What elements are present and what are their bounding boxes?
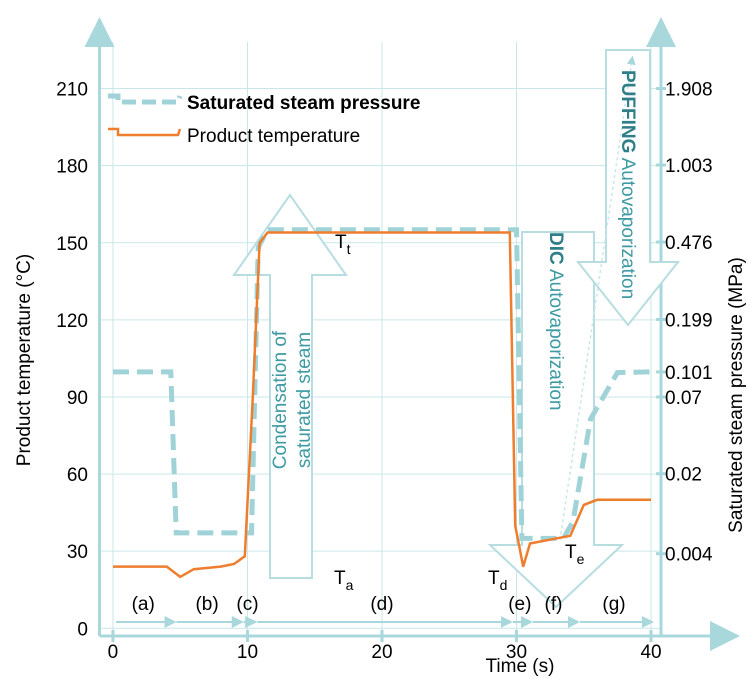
pointer	[559, 55, 636, 541]
condensation-text: Condensation of saturated steam	[270, 330, 315, 469]
series-line	[113, 227, 652, 541]
legend-label: Product temperature	[187, 126, 360, 147]
x-tick-label: 20	[371, 642, 392, 663]
temperature-subscript: t	[347, 241, 351, 257]
legend-label: Saturated steam pressure	[187, 93, 420, 114]
puffing-text: PUFFING Autovaporization	[617, 70, 638, 299]
y-tick-label: 90	[67, 388, 88, 409]
text-line: Condensation of	[270, 330, 291, 469]
series-line	[113, 231, 651, 579]
temperature-label: Ta	[334, 568, 354, 593]
puffing-arrow	[575, 49, 681, 327]
y-tick-label: 60	[67, 465, 88, 486]
y2-axis-label: Saturated steam pressure (MPa)	[726, 257, 747, 533]
text-rest: Autovaporization	[617, 153, 638, 299]
y-tick-label: 180	[56, 157, 88, 178]
y2-tick-label: 1.908	[665, 80, 713, 101]
y-tick-label: 0	[77, 619, 88, 640]
x-tick-label: 0	[108, 642, 119, 663]
y2-tick-label: 0.101	[665, 363, 713, 384]
phase-label: (f)	[545, 594, 563, 615]
y2-tick-label: 0.199	[665, 310, 713, 331]
phase-label: (g)	[602, 594, 625, 615]
y-tick-label: 150	[56, 234, 88, 255]
y-tick-label: 210	[56, 80, 88, 101]
y2-tick-label: 1.003	[665, 156, 713, 177]
temperature-symbol: T	[565, 542, 577, 563]
temperature-label: Td	[488, 568, 507, 593]
y2-tick-label: 0.004	[665, 545, 713, 566]
condensation-arrow	[232, 193, 348, 579]
text-rest: Autovaporization	[545, 265, 566, 411]
legend-swatch	[108, 127, 182, 137]
phase-label: (a)	[132, 594, 155, 615]
temperature-subscript: a	[346, 577, 354, 593]
legend-swatch	[108, 93, 183, 105]
y-axis-label: Product temperature (°C)	[14, 254, 35, 466]
x-tick-label: 30	[506, 642, 527, 663]
temperature-subscript: d	[500, 577, 508, 593]
y2-tick-label: 0.02	[665, 465, 702, 486]
phase-label: (e)	[508, 594, 531, 615]
text-line: saturated steam	[294, 332, 315, 468]
temperature-symbol: T	[334, 568, 346, 589]
dic-text: DIC Autovaporization	[545, 232, 566, 411]
phase-label: (b)	[195, 594, 218, 615]
text-bold: DIC	[545, 232, 566, 265]
x-tick-label: 40	[640, 642, 661, 663]
temperature-symbol: T	[488, 568, 500, 589]
grid	[84, 17, 740, 651]
y-tick-label: 30	[67, 542, 88, 563]
temperature-label: Te	[565, 542, 585, 567]
y2-tick-label: 0.476	[665, 233, 713, 254]
phase-label: (d)	[370, 594, 393, 615]
x-axis-label: Time (s)	[486, 656, 555, 677]
temperature-symbol: T	[335, 232, 347, 253]
y-tick-label: 120	[56, 311, 88, 332]
phase-label: (c)	[236, 594, 258, 615]
temperature-label: Tt	[335, 232, 351, 257]
temperature-subscript: e	[577, 551, 585, 567]
text-bold: PUFFING	[617, 70, 638, 153]
plot	[113, 227, 652, 579]
x-tick-label: 10	[237, 642, 258, 663]
y2-tick-label: 0.07	[665, 388, 702, 409]
